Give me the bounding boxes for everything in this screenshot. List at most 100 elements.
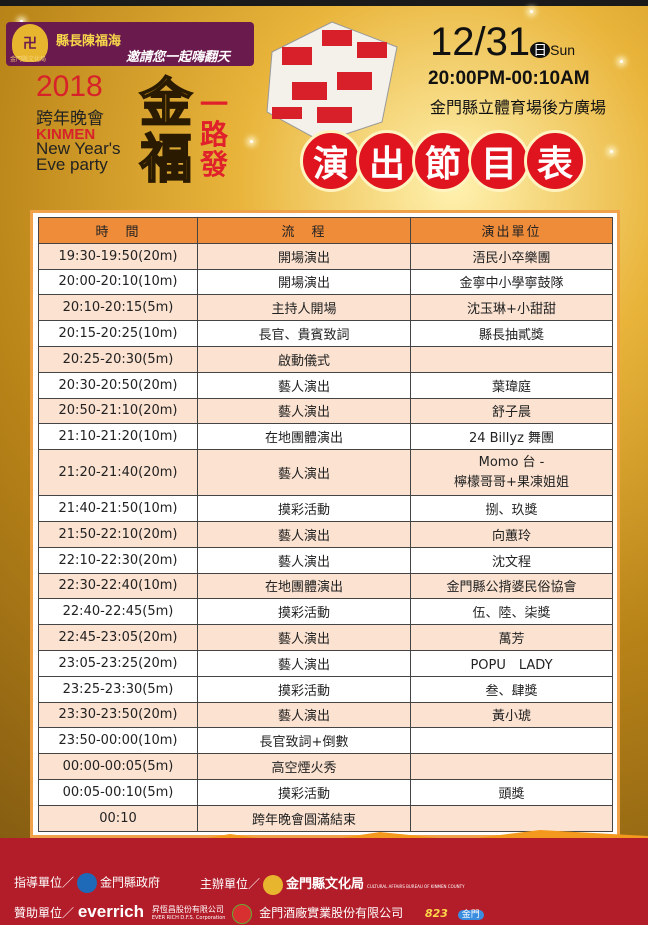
date-text: 12/31 — [430, 20, 531, 64]
title-char: 目 — [468, 130, 530, 192]
program-cell: 高空煙火秀 — [197, 753, 411, 780]
time-cell: 00:10 — [38, 804, 198, 832]
time-cell: 21:40-21:50(10m) — [38, 495, 198, 522]
time-cell: 22:10-22:30(20m) — [38, 546, 198, 574]
event-time: 20:00PM-00:10AM — [428, 68, 590, 89]
table-row: 21:20-21:40(20m) 藝人演出 Momo 台 - 檸檬哥哥+果凍姐姐 — [38, 449, 613, 497]
houses-illustration — [266, 21, 398, 142]
program-cell: 藝人演出 — [197, 701, 411, 729]
time-cell: 22:30-22:40(10m) — [38, 572, 198, 600]
performer-cell — [410, 753, 613, 780]
performer-cell: 叁、肆獎 — [410, 675, 613, 703]
program-cell: 藝人演出 — [197, 624, 411, 651]
table-row: 20:15-20:25(10m) 長官、貴賓致詞 縣長抽貳獎 — [38, 320, 613, 347]
host-org: 金門縣文化局 — [286, 877, 365, 892]
time-cell: 20:25-20:30(5m) — [38, 345, 198, 373]
program-cell: 在地團體演出 — [197, 572, 411, 600]
time-cell: 21:50-22:10(20m) — [38, 520, 198, 548]
program-cell: 摸彩活動 — [197, 598, 411, 626]
performer-cell: 舒子晨 — [410, 397, 613, 425]
event-venue: 金門縣立體育場後方廣場 — [430, 98, 607, 117]
table-row: 22:40-22:45(5m) 摸彩活動 伍、陸、柒獎 — [38, 598, 613, 626]
program-cell: 啟動儀式 — [197, 345, 411, 373]
program-cell: 長官、貴賓致詞 — [197, 320, 411, 347]
sparkle — [250, 140, 253, 143]
program-cell: 開場演出 — [197, 242, 411, 270]
table-row: 20:10-20:15(5m) 主持人開場 沈玉琳+小甜甜 — [38, 294, 613, 322]
schedule-card: 時 間 流 程 演出單位 19:30-19:50(20m) 開場演出 浯民小卒樂團 2… — [30, 210, 620, 838]
time-cell: 20:50-21:10(20m) — [38, 397, 198, 425]
table-row: 22:45-23:05(20m) 藝人演出 萬芳 — [38, 624, 613, 651]
time-cell: 23:05-23:25(20m) — [38, 649, 198, 677]
program-cell: 藝人演出 — [197, 449, 411, 497]
culture-bureau-logo: 卍 — [12, 24, 48, 62]
table-row: 21:10-21:20(10m) 在地團體演出 24 Billyz 舞團 — [38, 423, 613, 451]
table-row: 23:25-23:30(5m) 摸彩活動 叁、肆獎 — [38, 675, 613, 703]
sparkle — [530, 10, 533, 13]
program-cell: 跨年晚會圓滿結束 — [197, 804, 411, 832]
time-cell: 19:30-19:50(20m) — [38, 242, 198, 270]
table-row: 00:00-00:05(5m) 高空煙火秀 — [38, 753, 613, 780]
event-date: 12/31 日 Sun — [430, 22, 575, 70]
culture-bureau-logo — [263, 874, 284, 895]
time-cell: 00:00-00:05(5m) — [38, 753, 198, 780]
table-row: 20:50-21:10(20m) 藝人演出 舒子晨 — [38, 397, 613, 425]
sponsor2: 金門酒廠實業股份有限公司 — [259, 906, 404, 920]
invite-line2: 邀請您一起嗨翻天 — [126, 50, 231, 65]
time-cell: 20:15-20:25(10m) — [38, 320, 198, 347]
program-cell: 藝人演出 — [197, 546, 411, 574]
performer-line2: 檸檬哥哥+果凍姐姐 — [454, 474, 569, 490]
table-row: 22:10-22:30(20m) 藝人演出 沈文程 — [38, 546, 613, 574]
schedule-table: 時 間 流 程 演出單位 19:30-19:50(20m) 開場演出 浯民小卒樂團 2… — [38, 217, 613, 832]
time-cell: 00:05-00:10(5m) — [38, 778, 198, 806]
table-row: 23:30-23:50(20m) 藝人演出 黃小琥 — [38, 701, 613, 729]
program-cell: 藝人演出 — [197, 649, 411, 677]
table-row: 22:30-22:40(10m) 在地團體演出 金門縣公揹婆民俗協會 — [38, 572, 613, 600]
top-strip — [0, 0, 648, 6]
event-year: 2018 — [36, 70, 103, 103]
table-header: 時 間 流 程 演出單位 — [38, 217, 613, 244]
program-cell: 開場演出 — [197, 268, 411, 296]
sponsor4-logo: 金門 — [457, 910, 484, 920]
performer-cell: 向蕙玲 — [410, 520, 613, 548]
performer-cell: 金寧中小學寧鼓隊 — [410, 268, 613, 296]
performer-line1: Momo 台 - — [478, 454, 545, 470]
program-cell: 藝人演出 — [197, 371, 411, 399]
host-org-en: CULTURAL AFFAIRS BUREAU OF KINMEN COUNTY — [367, 884, 465, 889]
program-cell: 藝人演出 — [197, 520, 411, 548]
sponsor1-zh: 昇恆昌股份有限公司 — [151, 904, 224, 914]
time-cell: 20:00-20:10(10m) — [38, 268, 198, 296]
kinmen-label: KINMEN — [36, 126, 96, 143]
title-char: 演 — [300, 130, 362, 192]
performer-cell: 萬芳 — [410, 624, 613, 651]
time-cell: 21:20-21:40(20m) — [38, 449, 198, 497]
program-cell: 長官致詞+倒數 — [197, 727, 411, 755]
performer-cell — [410, 727, 613, 755]
time-cell: 20:30-20:50(20m) — [38, 371, 198, 399]
performer-cell: 縣長抽貳獎 — [410, 320, 613, 347]
kinmen-liquor-logo — [232, 903, 253, 924]
performer-cell: 浯民小卒樂團 — [410, 242, 613, 270]
sponsor-unit: 贊助單位／ everrich 昇恆昌股份有限公司 EVER RICH D.F.S.… — [14, 902, 484, 924]
guide-unit: 指導單位／ 金門縣政府 — [14, 873, 160, 893]
event-en-2: Eve party — [36, 155, 108, 174]
table-row: 20:25-20:30(5m) 啟動儀式 — [38, 345, 613, 373]
time-cell: 23:30-23:50(20m) — [38, 701, 198, 729]
performer-cell — [410, 345, 613, 373]
table-row: 19:30-19:50(20m) 開場演出 浯民小卒樂團 — [38, 242, 613, 270]
performer-cell: 黃小琥 — [410, 701, 613, 729]
sponsor-label: 贊助單位／ — [14, 906, 75, 920]
table-row: 21:40-21:50(10m) 摸彩活動 捌、玖獎 — [38, 495, 613, 522]
program-cell: 藝人演出 — [197, 397, 411, 425]
table-row: 00:05-00:10(5m) 摸彩活動 頭獎 — [38, 778, 613, 806]
county-gov-logo — [77, 873, 98, 893]
time-cell: 23:50-00:00(10m) — [38, 727, 198, 755]
sparkle — [620, 60, 623, 63]
program-cell: 摸彩活動 — [197, 778, 411, 806]
table-row: 21:50-22:10(20m) 藝人演出 向蕙玲 — [38, 520, 613, 548]
host-unit: 主辦單位／ 金門縣文化局 CULTURAL AFFAIRS BUREAU OF KI… — [200, 873, 465, 895]
performer-cell: 葉瑋庭 — [410, 371, 613, 399]
program-cell: 摸彩活動 — [197, 675, 411, 703]
sponsor1-en: EVER RICH D.F.S. Corporation — [151, 914, 226, 921]
time-cell: 22:45-23:05(20m) — [38, 624, 198, 651]
